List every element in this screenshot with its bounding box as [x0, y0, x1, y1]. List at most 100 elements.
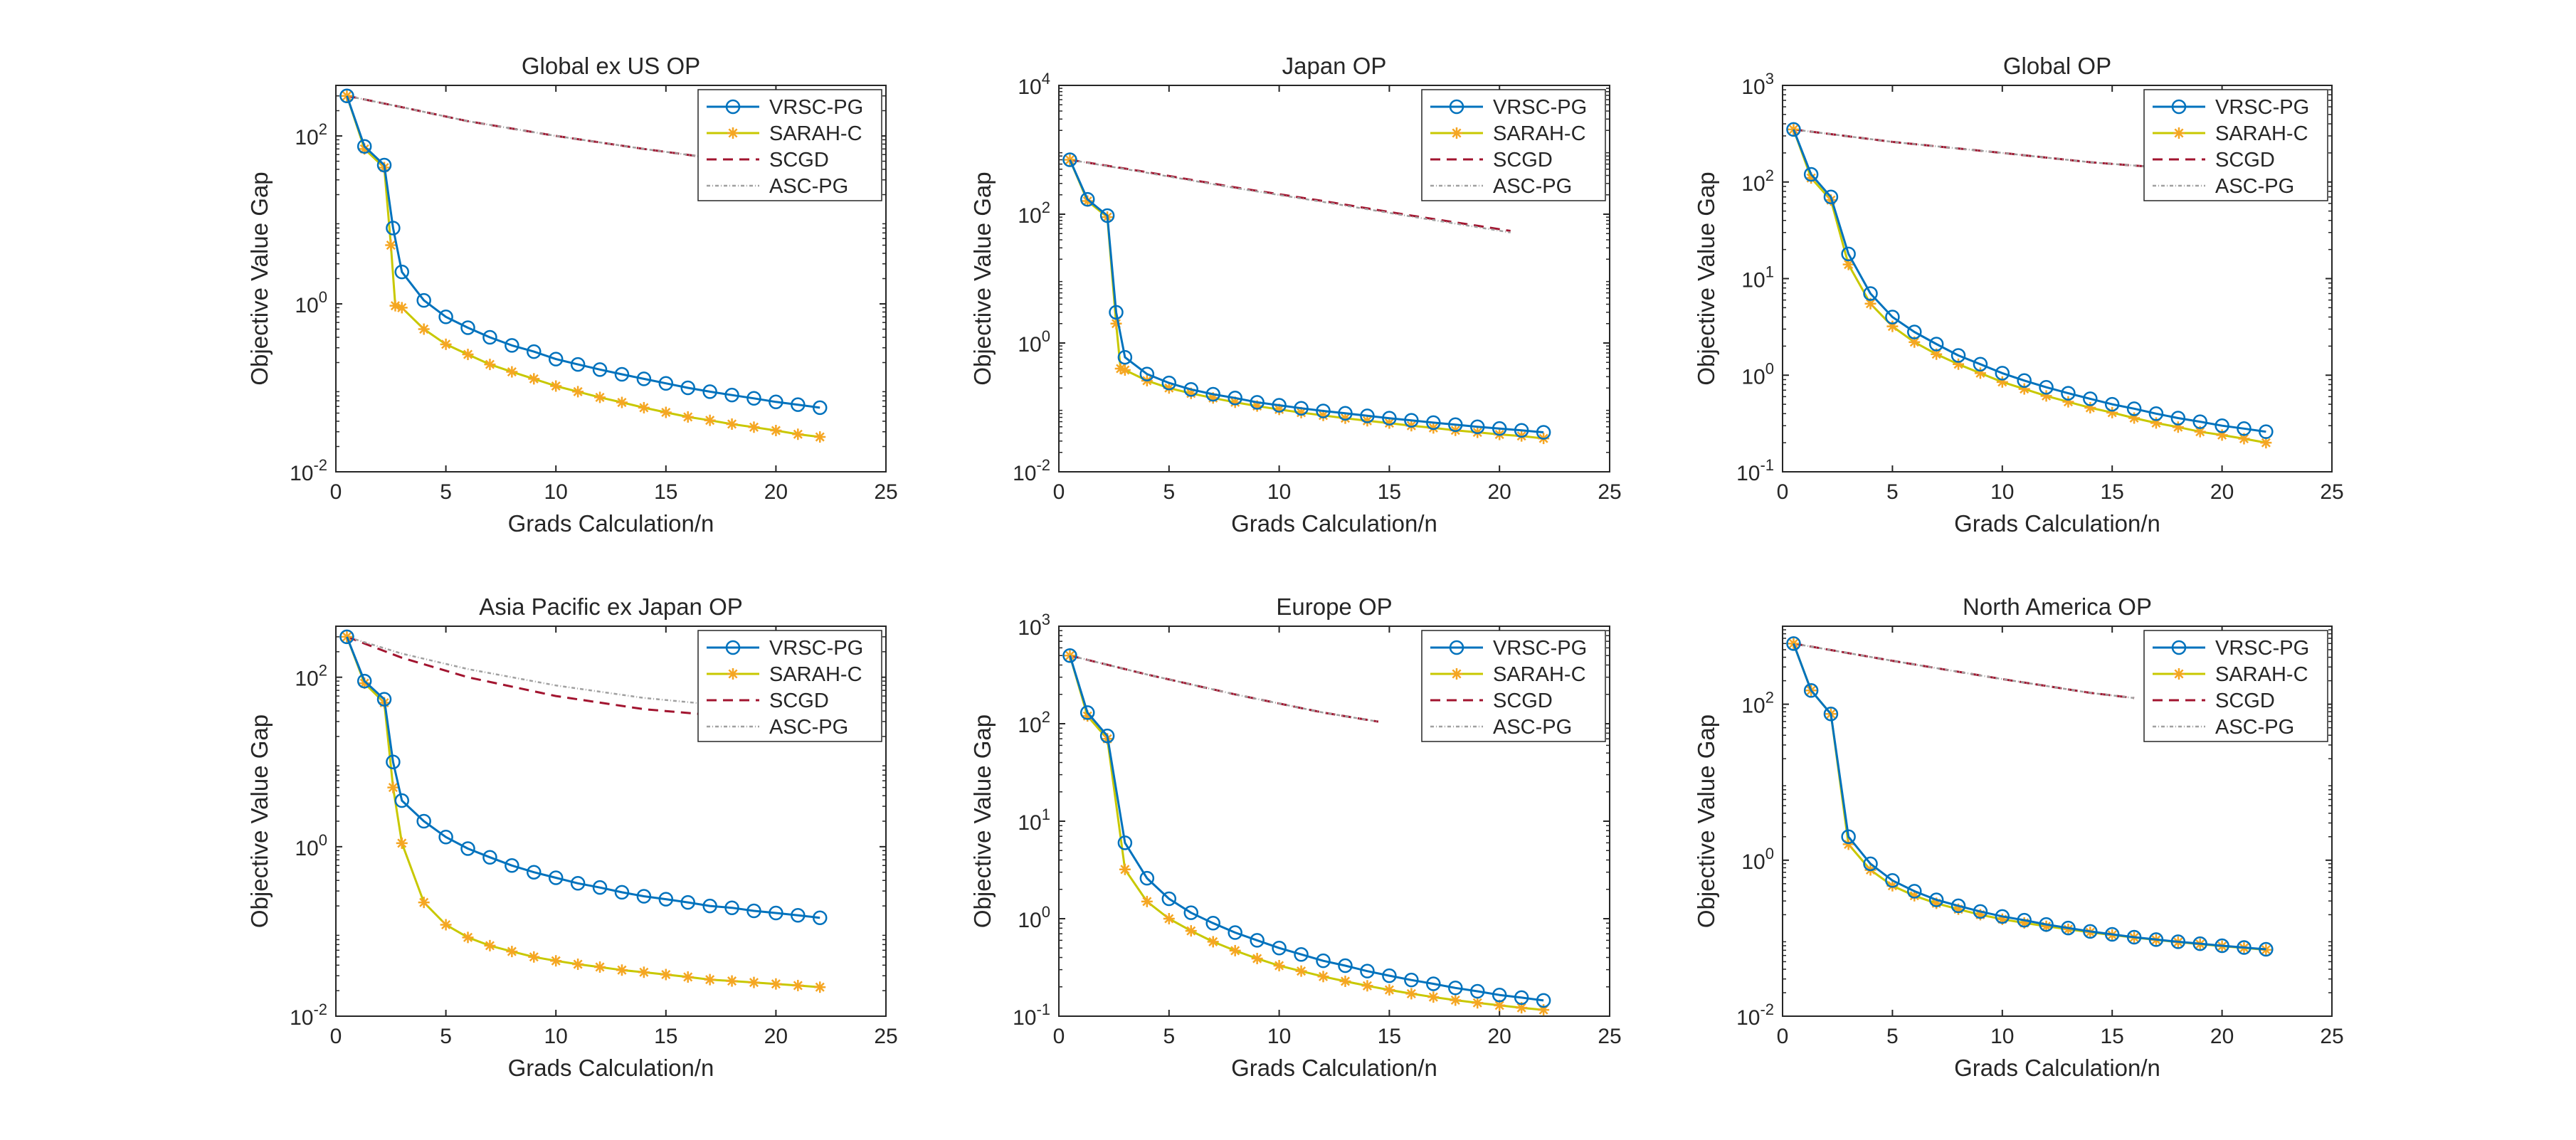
data-point-sarah-c [792, 979, 804, 991]
data-point-sarah-c [1842, 258, 1854, 270]
data-point-vrsc-pg [1786, 636, 1801, 651]
y-tick-base: 10 [1018, 75, 1041, 99]
legend-label: SARAH-C [769, 663, 862, 686]
chart-title: Global ex US OP [522, 53, 700, 79]
data-point-vrsc-pg [769, 905, 783, 921]
legend-marker [1449, 99, 1464, 115]
data-point-vrsc-pg [2148, 932, 2164, 947]
y-axis-label: Objective Value Gap [1693, 171, 1719, 385]
data-point-vrsc-pg [2061, 386, 2076, 401]
data-point-vrsc-pg [1382, 968, 1397, 983]
data-point-vrsc-pg [460, 320, 475, 335]
y-tick-exponent: -2 [1760, 1001, 1774, 1018]
data-point-vrsc-pg [658, 892, 674, 907]
data-point-sarah-c [1450, 994, 1462, 1006]
y-axis-label: Objective Value Gap [246, 171, 273, 385]
legend: VRSC-PG SARAH-C SCGD ASC-PG [1421, 630, 1606, 742]
y-tick-label: 102 [1018, 199, 1050, 228]
data-point-vrsc-pg [1469, 983, 1485, 999]
data-point-vrsc-pg [1951, 898, 1966, 914]
data-point-vrsc-pg [592, 362, 608, 377]
data-point-vrsc-pg [482, 850, 497, 865]
data-point-sarah-c [726, 418, 738, 430]
data-point-vrsc-pg [1928, 892, 1944, 907]
data-point-vrsc-pg [1492, 421, 1507, 436]
y-tick-base: 10 [1018, 333, 1041, 357]
x-tick-label: 20 [764, 1025, 788, 1048]
data-point-vrsc-pg [1099, 208, 1115, 223]
y-tick-base: 10 [290, 1006, 313, 1030]
legend-marker [2173, 127, 2185, 139]
data-point-vrsc-pg [636, 889, 652, 904]
data-point-vrsc-pg [680, 380, 695, 396]
y-tick-exponent: 1 [1765, 263, 1774, 281]
data-point-sarah-c [594, 961, 606, 973]
data-point-vrsc-pg [527, 865, 542, 880]
y-tick-label: 102 [1741, 167, 1774, 196]
x-axis-label: Grads Calculation/n [508, 1055, 714, 1081]
data-point-vrsc-pg [702, 898, 717, 914]
data-point-vrsc-pg [2259, 941, 2274, 957]
data-point-sarah-c [770, 425, 782, 437]
y-tick-exponent: -1 [1760, 456, 1774, 474]
y-axis-label: Objective Value Gap [969, 714, 996, 928]
data-point-vrsc-pg [1316, 953, 1331, 969]
legend-label: ASC-PG [1493, 175, 1572, 198]
data-point-vrsc-pg [438, 310, 453, 324]
x-tick-label: 20 [2210, 1025, 2234, 1048]
y-tick-label: 101 [1741, 263, 1774, 292]
legend-label: SCGD [769, 149, 829, 171]
data-point-sarah-c [1185, 925, 1197, 937]
y-tick-label: 10-2 [290, 456, 327, 485]
x-tick-label: 10 [1267, 480, 1291, 504]
data-point-vrsc-pg [1404, 413, 1419, 428]
data-point-vrsc-pg [1907, 324, 1922, 339]
data-point-vrsc-pg [386, 221, 401, 236]
data-point-vrsc-pg [2148, 406, 2164, 421]
legend-label: VRSC-PG [2215, 96, 2309, 119]
chart-title: Europe OP [1276, 593, 1392, 620]
y-tick-base: 10 [1013, 1006, 1036, 1030]
x-tick-label: 0 [1053, 1025, 1065, 1048]
y-tick-label: 101 [1018, 806, 1050, 835]
legend: VRSC-PG SARAH-C SCGD ASC-PG [2143, 630, 2328, 742]
chart-title: North America OP [1963, 593, 2152, 620]
data-point-vrsc-pg [791, 397, 806, 412]
data-point-vrsc-pg [1316, 403, 1331, 418]
data-point-sarah-c [1494, 999, 1506, 1011]
data-point-vrsc-pg [2215, 938, 2229, 954]
y-tick-base: 10 [1736, 462, 1760, 485]
legend-label: VRSC-PG [1493, 637, 1587, 660]
legend: VRSC-PG SARAH-C SCGD ASC-PG [697, 630, 882, 742]
y-tick-label: 104 [1018, 70, 1050, 99]
data-point-sarah-c [418, 897, 430, 909]
data-point-vrsc-pg [386, 754, 401, 770]
x-tick-label: 25 [874, 1025, 897, 1048]
y-tick-exponent: 2 [1765, 689, 1774, 707]
data-point-vrsc-pg [614, 885, 630, 900]
data-point-vrsc-pg [1426, 415, 1441, 431]
data-point-sarah-c [462, 931, 474, 944]
data-point-vrsc-pg [1183, 905, 1199, 920]
legend-marker [2173, 668, 2185, 680]
x-tick-label: 15 [2101, 480, 2124, 504]
data-point-sarah-c [418, 323, 430, 335]
x-tick-label: 25 [2320, 1025, 2343, 1048]
data-point-vrsc-pg [1863, 286, 1878, 301]
data-point-vrsc-pg [812, 910, 828, 925]
data-point-vrsc-pg [570, 357, 586, 372]
data-point-vrsc-pg [1294, 946, 1309, 962]
legend-label: VRSC-PG [2215, 637, 2309, 660]
data-point-vrsc-pg [2061, 920, 2076, 936]
legend-marker [725, 99, 741, 115]
data-point-vrsc-pg [791, 908, 806, 923]
data-point-vrsc-pg [394, 793, 410, 808]
legend-box [1421, 89, 1606, 201]
data-point-sarah-c [1229, 944, 1241, 956]
data-point-sarah-c [506, 366, 518, 378]
y-tick-base: 10 [1741, 695, 1765, 718]
y-tick-base: 10 [1013, 462, 1036, 485]
x-tick-label: 0 [1777, 1025, 1789, 1048]
